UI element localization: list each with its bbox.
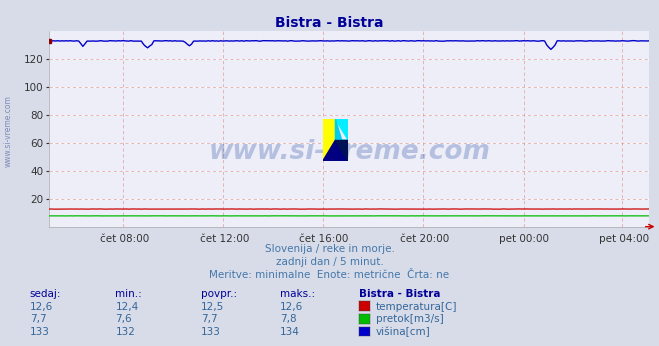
Text: 7,6: 7,6 [115,314,132,324]
Text: 12,6: 12,6 [280,302,303,312]
Text: maks.:: maks.: [280,289,315,299]
Polygon shape [323,119,335,161]
Text: 133: 133 [30,327,49,337]
Text: čet 08:00: čet 08:00 [100,234,149,244]
Text: Bistra - Bistra: Bistra - Bistra [275,16,384,29]
Polygon shape [335,119,348,161]
Text: povpr.:: povpr.: [201,289,237,299]
Text: pretok[m3/s]: pretok[m3/s] [376,314,444,324]
Text: www.si-vreme.com: www.si-vreme.com [3,95,13,167]
Text: 12,4: 12,4 [115,302,138,312]
Text: čet 12:00: čet 12:00 [200,234,249,244]
Text: 7,7: 7,7 [30,314,46,324]
Text: 133: 133 [201,327,221,337]
Polygon shape [335,119,348,140]
Text: www.si-vreme.com: www.si-vreme.com [208,139,490,165]
Text: 12,6: 12,6 [30,302,53,312]
Text: pet 00:00: pet 00:00 [500,234,550,244]
Text: čet 16:00: čet 16:00 [299,234,349,244]
Text: pet 04:00: pet 04:00 [599,234,649,244]
Text: 7,7: 7,7 [201,314,217,324]
Text: Slovenija / reke in morje.: Slovenija / reke in morje. [264,244,395,254]
Text: 7,8: 7,8 [280,314,297,324]
Polygon shape [335,140,348,161]
Text: 134: 134 [280,327,300,337]
Text: min.:: min.: [115,289,142,299]
Text: Meritve: minimalne  Enote: metrične  Črta: ne: Meritve: minimalne Enote: metrične Črta:… [210,270,449,280]
Text: Bistra - Bistra: Bistra - Bistra [359,289,441,299]
Text: 132: 132 [115,327,135,337]
Text: zadnji dan / 5 minut.: zadnji dan / 5 minut. [275,257,384,267]
Text: sedaj:: sedaj: [30,289,61,299]
Text: čet 20:00: čet 20:00 [399,234,449,244]
Text: temperatura[C]: temperatura[C] [376,302,457,312]
Text: višina[cm]: višina[cm] [376,327,430,337]
Text: 12,5: 12,5 [201,302,224,312]
Polygon shape [323,140,348,161]
